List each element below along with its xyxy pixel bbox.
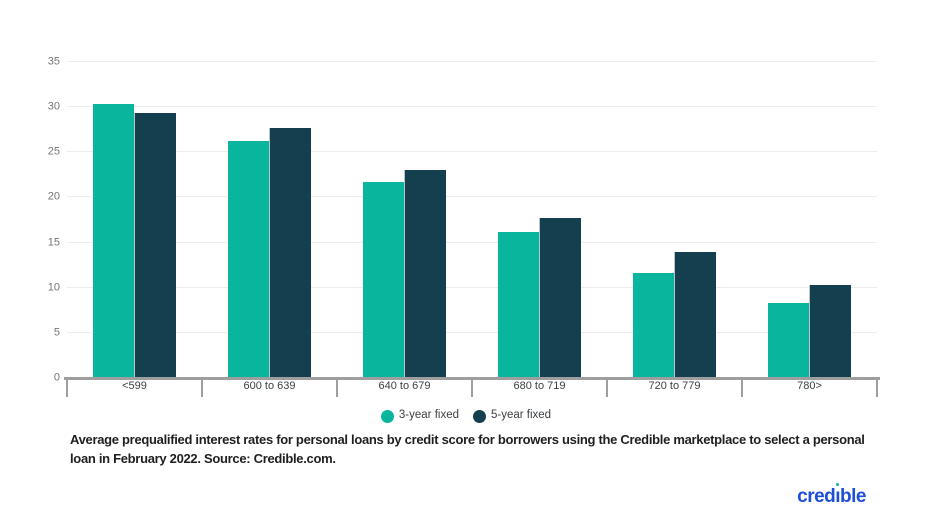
bar-3-year-fixed-680-to-719 (498, 231, 539, 378)
bar-group-780 (742, 62, 877, 378)
legend-label-5-year-fixed: 5-year fixed (491, 409, 552, 422)
y-axis-label-0: 0 (53, 371, 60, 384)
bar-5-year-fixed-640-to-679 (404, 170, 446, 378)
x-axis-label-599: <599 (122, 380, 147, 392)
bar-group-720-to-779 (607, 62, 742, 378)
chart-caption: Average prequalified interest rates for … (70, 432, 865, 466)
x-axis-tick-6 (876, 380, 878, 397)
legend-item-3-year-fixed: 3-year fixed (380, 409, 459, 423)
logo-text-2: ble (840, 486, 866, 507)
x-axis-label-680-to-719: 680 to 719 (513, 380, 566, 392)
plot-area: 0 5 10 15 20 25 30 35 (48, 56, 880, 397)
x-axis-tick-3 (471, 380, 473, 397)
credible-logo: credıble (797, 487, 866, 506)
y-axis-label-20: 20 (47, 190, 60, 203)
x-axis-label-780: 780> (797, 380, 822, 392)
bar-3-year-fixed-780 (768, 303, 809, 378)
bar-3-year-fixed-720-to-779 (633, 273, 674, 378)
bar-3-year-fixed-599 (93, 104, 134, 378)
x-axis-tick-1 (201, 380, 203, 397)
bar-5-year-fixed-680-to-719 (539, 218, 581, 378)
gridline-5 (67, 331, 877, 333)
legend-swatch-5-year-fixed-icon (473, 409, 486, 423)
legend: 3-year fixed 5-year fixed (0, 406, 932, 426)
bar-group-640-to-679 (337, 62, 472, 378)
bar-5-year-fixed-599 (134, 112, 176, 378)
bar-3-year-fixed-600-to-639 (228, 141, 269, 378)
y-axis-label-10: 10 (47, 281, 60, 294)
bar-group-600-to-639 (202, 62, 337, 378)
logo-text-1: cred (797, 486, 836, 507)
x-axis-label-600-to-639: 600 to 639 (243, 380, 296, 392)
legend-item-5-year-fixed: 5-year fixed (473, 409, 552, 423)
x-axis-label-720-to-779: 720 to 779 (648, 380, 701, 392)
bar-group-599 (67, 62, 202, 378)
x-axis-tick-0 (66, 380, 68, 397)
gridline-35 (67, 61, 877, 62)
bar-5-year-fixed-780 (809, 285, 851, 378)
logo-dotted-i: ı (835, 486, 841, 507)
x-axis-line (64, 377, 880, 380)
y-axis-label-25: 25 (47, 145, 60, 158)
gridline-10 (67, 286, 877, 288)
legend-swatch-3-year-fixed-icon (380, 409, 394, 423)
gridline-30 (67, 106, 877, 108)
y-axis-label-5: 5 (53, 326, 60, 339)
gridline-15 (67, 241, 877, 243)
x-axis-label-640-to-679: 640 to 679 (378, 380, 431, 392)
y-axis-label-15: 15 (47, 236, 60, 249)
bar-5-year-fixed-720-to-779 (674, 251, 716, 378)
gridline-20 (67, 196, 877, 198)
bar-5-year-fixed-600-to-639 (269, 127, 311, 378)
legend-label-3-year-fixed: 3-year fixed (398, 409, 459, 422)
y-axis-label-30: 30 (47, 100, 60, 113)
bar-3-year-fixed-640-to-679 (363, 182, 404, 378)
y-axis-label-35: 35 (47, 55, 60, 68)
gridline-25 (67, 151, 877, 153)
x-axis-tick-2 (336, 380, 338, 397)
bar-group-680-to-719 (472, 62, 607, 378)
x-axis-tick-4 (606, 380, 608, 397)
x-axis-labels: <599 600 to 639 640 to 679 680 to 719 720 to… (67, 381, 877, 392)
x-axis-tick-5 (741, 380, 743, 397)
